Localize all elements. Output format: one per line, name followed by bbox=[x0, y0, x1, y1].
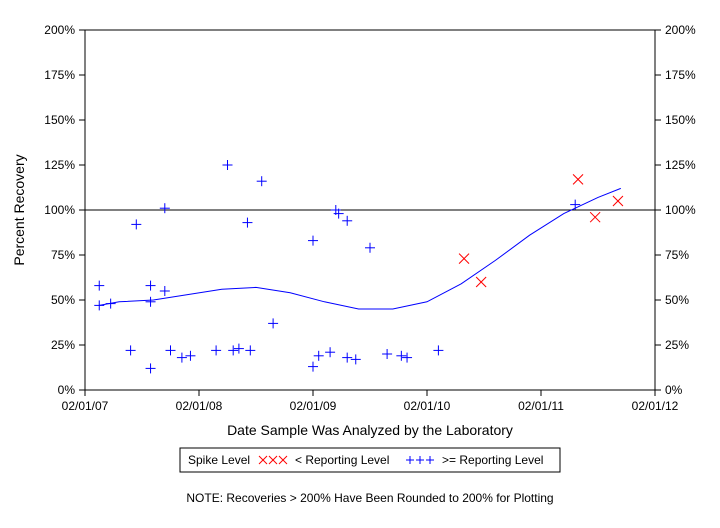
svg-text:Date Sample Was Analyzed by th: Date Sample Was Analyzed by the Laborato… bbox=[227, 422, 513, 438]
svg-text:02/01/08: 02/01/08 bbox=[176, 399, 223, 413]
svg-text:200%: 200% bbox=[44, 23, 75, 37]
svg-text:0%: 0% bbox=[665, 383, 683, 397]
svg-text:125%: 125% bbox=[665, 158, 696, 172]
svg-text:150%: 150% bbox=[44, 113, 75, 127]
svg-text:< Reporting Level: < Reporting Level bbox=[295, 453, 389, 467]
svg-text:25%: 25% bbox=[51, 338, 75, 352]
svg-text:75%: 75% bbox=[665, 248, 689, 262]
chart-container: 0% 0% 25% 25% 50% 50% 75% 75% 100% 100% 125% 125% 15… bbox=[0, 0, 720, 528]
svg-text:>= Reporting Level: >= Reporting Level bbox=[442, 453, 543, 467]
svg-text:175%: 175% bbox=[44, 68, 75, 82]
svg-text:100%: 100% bbox=[665, 203, 696, 217]
svg-text:150%: 150% bbox=[665, 113, 696, 127]
svg-text:NOTE: Recoveries > 200% Have B: NOTE: Recoveries > 200% Have Been Rounde… bbox=[186, 491, 553, 505]
svg-text:02/01/12: 02/01/12 bbox=[632, 399, 679, 413]
svg-text:Spike Level: Spike Level bbox=[188, 453, 250, 467]
svg-text:100%: 100% bbox=[44, 203, 75, 217]
svg-text:02/01/10: 02/01/10 bbox=[404, 399, 451, 413]
svg-text:Percent Recovery: Percent Recovery bbox=[11, 154, 27, 265]
svg-text:50%: 50% bbox=[665, 293, 689, 307]
svg-text:02/01/11: 02/01/11 bbox=[518, 399, 564, 413]
svg-text:175%: 175% bbox=[665, 68, 696, 82]
svg-text:02/01/07: 02/01/07 bbox=[62, 399, 109, 413]
svg-text:0%: 0% bbox=[58, 383, 76, 397]
scatter-chart: 0% 0% 25% 25% 50% 50% 75% 75% 100% 100% 125% 125% 15… bbox=[0, 0, 720, 528]
svg-text:125%: 125% bbox=[44, 158, 75, 172]
svg-text:25%: 25% bbox=[665, 338, 689, 352]
svg-text:02/01/09: 02/01/09 bbox=[290, 399, 337, 413]
svg-text:75%: 75% bbox=[51, 248, 75, 262]
svg-text:50%: 50% bbox=[51, 293, 75, 307]
svg-text:200%: 200% bbox=[665, 23, 696, 37]
